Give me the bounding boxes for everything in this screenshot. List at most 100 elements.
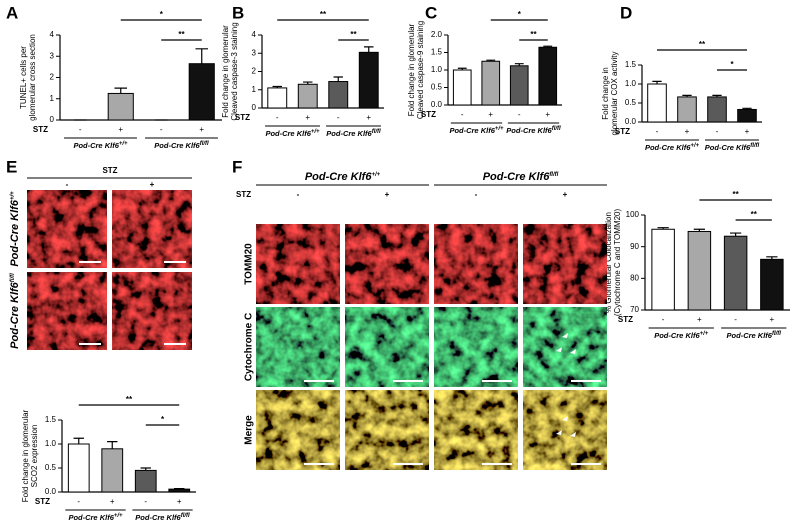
micrograph-texture bbox=[434, 224, 518, 304]
y-tick-label: 2.0 bbox=[431, 30, 443, 39]
y-tick-label: 0.0 bbox=[625, 117, 637, 126]
column-label: + bbox=[385, 190, 390, 199]
error-bar bbox=[742, 107, 752, 110]
label-main: Pod-Cre Klf6 bbox=[326, 129, 372, 138]
y-tick-label: 0.5 bbox=[431, 83, 443, 92]
label-main: Pod-Cre Klf6 bbox=[654, 331, 700, 340]
x-tick-label: - bbox=[160, 125, 163, 134]
micrograph-texture bbox=[256, 307, 340, 387]
x-tick-label: - bbox=[77, 497, 80, 506]
arrowhead bbox=[562, 333, 568, 338]
label-main: Pod-Cre Klf6 bbox=[73, 141, 119, 150]
micrograph-texture bbox=[27, 190, 107, 268]
y-tick-label: 1.0 bbox=[45, 439, 57, 448]
y-axis-title: glomerular COX activity bbox=[610, 51, 619, 135]
y-tick-label: 1 bbox=[50, 94, 55, 103]
stz-label: STZ bbox=[236, 190, 251, 199]
y-axis-title: Fold change in glomerular bbox=[407, 23, 416, 116]
significance-label: ** bbox=[350, 30, 357, 39]
label-main: Pod-Cre Klf6 bbox=[265, 129, 311, 138]
x-tick-label: + bbox=[745, 127, 750, 136]
group-label: Pod-Cre Klf6fl/fl bbox=[326, 129, 381, 138]
significance-label: ** bbox=[320, 10, 327, 19]
group-header: Pod-Cre Klf6fl/fl bbox=[483, 171, 559, 183]
label-main: Pod-Cre Klf6 bbox=[154, 141, 200, 150]
group-header: Pod-Cre Klf6+/+ bbox=[305, 171, 381, 183]
y-tick-label: 4 bbox=[252, 30, 257, 39]
error-bar bbox=[114, 87, 128, 94]
y-tick-label: 1.0 bbox=[625, 79, 637, 88]
x-tick-label: - bbox=[662, 315, 665, 324]
significance-label: ** bbox=[699, 40, 706, 49]
x-tick-label: + bbox=[199, 125, 204, 134]
y-tick-label: 3 bbox=[50, 51, 55, 60]
row-label: Pod-Cre Klf6+/+ bbox=[9, 191, 21, 267]
error-bar bbox=[514, 63, 524, 66]
label-superscript: fl/fl bbox=[549, 172, 558, 178]
bar bbox=[452, 69, 472, 106]
micrograph-texture bbox=[27, 272, 107, 350]
label-main: Pod-Cre Klf6 bbox=[135, 513, 181, 522]
x-tick-label: + bbox=[177, 497, 182, 506]
y-tick-label: 0.0 bbox=[431, 100, 443, 109]
micrograph-texture bbox=[523, 307, 607, 387]
x-axis-title: STZ bbox=[35, 497, 50, 506]
column-label: - bbox=[297, 190, 300, 199]
y-axis-title: glomerular cross section bbox=[28, 34, 37, 121]
label-main: Pod-Cre Klf6 bbox=[305, 171, 373, 183]
error-bar bbox=[364, 46, 374, 53]
x-tick-label: - bbox=[79, 125, 82, 134]
y-tick-label: 70 bbox=[630, 305, 639, 314]
label-superscript: fl/fl bbox=[10, 273, 16, 282]
y-tick-label: 1.5 bbox=[625, 60, 637, 69]
x-tick-label: - bbox=[656, 127, 659, 136]
group-label: Pod-Cre Klf6+/+ bbox=[68, 513, 123, 522]
panel-letter: A bbox=[6, 3, 18, 22]
label-superscript: +/+ bbox=[311, 129, 320, 135]
micrograph-texture bbox=[345, 390, 429, 470]
x-tick-label: + bbox=[488, 110, 493, 119]
group-label: Pod-Cre Klf6+/+ bbox=[265, 129, 320, 138]
bar bbox=[509, 65, 529, 106]
label-superscript: fl/fl bbox=[772, 331, 781, 337]
label-superscript: +/+ bbox=[371, 172, 380, 178]
y-axis-title: % Glomerular Colocalization bbox=[604, 212, 613, 313]
y-axis-title: Fold change in glomerular bbox=[21, 409, 30, 502]
label-superscript: fl/fl bbox=[372, 129, 381, 135]
label-superscript: fl/fl bbox=[750, 143, 759, 149]
arrowhead bbox=[556, 347, 562, 352]
label-superscript: +/+ bbox=[495, 126, 504, 132]
y-tick-label: 4 bbox=[50, 30, 55, 39]
y-axis-title: SCO2 expression bbox=[30, 425, 39, 488]
group-label: Pod-Cre Klf6fl/fl bbox=[506, 126, 561, 135]
bar bbox=[677, 96, 697, 123]
x-tick-label: + bbox=[697, 315, 702, 324]
bar bbox=[538, 46, 558, 106]
error-bar bbox=[682, 94, 692, 97]
group-label: Pod-Cre Klf6fl/fl bbox=[727, 331, 782, 340]
error-bar bbox=[333, 76, 343, 82]
y-axis-title: Cleaved caspase-3 staining bbox=[230, 22, 239, 120]
arrowhead bbox=[570, 349, 576, 354]
significance-label: ** bbox=[126, 395, 133, 404]
x-tick-label: - bbox=[144, 497, 147, 506]
y-tick-label: 2 bbox=[50, 73, 55, 82]
group-label: Pod-Cre Klf6fl/fl bbox=[154, 141, 209, 150]
error-bar bbox=[543, 45, 553, 48]
error-bar bbox=[712, 94, 722, 97]
panel-letter: F bbox=[232, 157, 242, 176]
error-bar bbox=[457, 67, 467, 70]
label-main: Pod-Cre Klf6 bbox=[68, 513, 114, 522]
group-label: Pod-Cre Klf6+/+ bbox=[645, 143, 700, 152]
x-tick-label: + bbox=[545, 110, 550, 119]
x-tick-label: - bbox=[734, 315, 737, 324]
x-tick-label: + bbox=[685, 127, 690, 136]
x-tick-label: - bbox=[716, 127, 719, 136]
label-main: Pod-Cre Klf6 bbox=[9, 281, 21, 349]
group-label: Pod-Cre Klf6+/+ bbox=[449, 126, 504, 135]
error-bar bbox=[107, 441, 118, 449]
x-axis-title: STZ bbox=[618, 315, 633, 324]
label-superscript: fl/fl bbox=[181, 513, 190, 519]
significance-label: ** bbox=[530, 30, 537, 39]
y-axis-title: TUNEL+ cells per bbox=[19, 46, 28, 109]
